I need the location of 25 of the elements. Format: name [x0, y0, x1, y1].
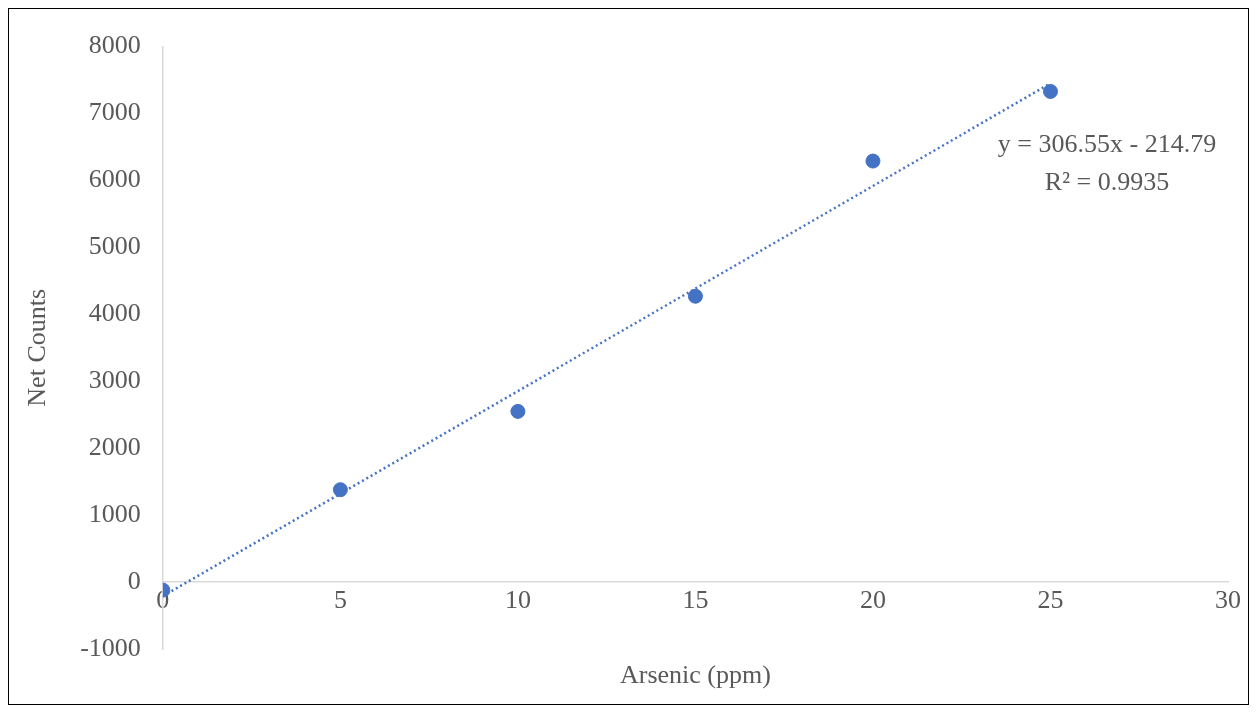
x-axis-title: Arsenic (ppm): [619, 659, 771, 689]
y-tick-label: -1000: [80, 632, 141, 662]
annotation: y = 306.55x - 214.79: [997, 128, 1217, 158]
point: [332, 482, 348, 498]
x-tick-label: 5: [333, 585, 347, 615]
x-tick-label: 20: [859, 585, 886, 615]
x-tick-label: 15: [682, 585, 709, 615]
point: [510, 403, 526, 419]
x-tick-label: 10: [504, 585, 531, 615]
y-tick-label: 8000: [88, 30, 141, 60]
point: [687, 288, 703, 304]
x-tick-label: 30: [1215, 585, 1241, 615]
y-tick-label: 7000: [88, 97, 141, 127]
y-tick-label: 3000: [88, 365, 141, 395]
point: [865, 153, 881, 169]
y-tick-label: 4000: [88, 298, 141, 328]
x-tick-label: 25: [1037, 585, 1064, 615]
annotation: R² = 0.9935: [1044, 166, 1170, 196]
y-axis-title: Net Counts: [22, 288, 52, 407]
point: [1042, 83, 1058, 99]
y-tick-label: 0: [127, 565, 141, 595]
y-tick-label: 1000: [88, 498, 141, 528]
y-tick-label: 6000: [88, 164, 141, 194]
y-tick-label: 5000: [88, 231, 141, 261]
y-tick-label: 2000: [88, 432, 141, 462]
